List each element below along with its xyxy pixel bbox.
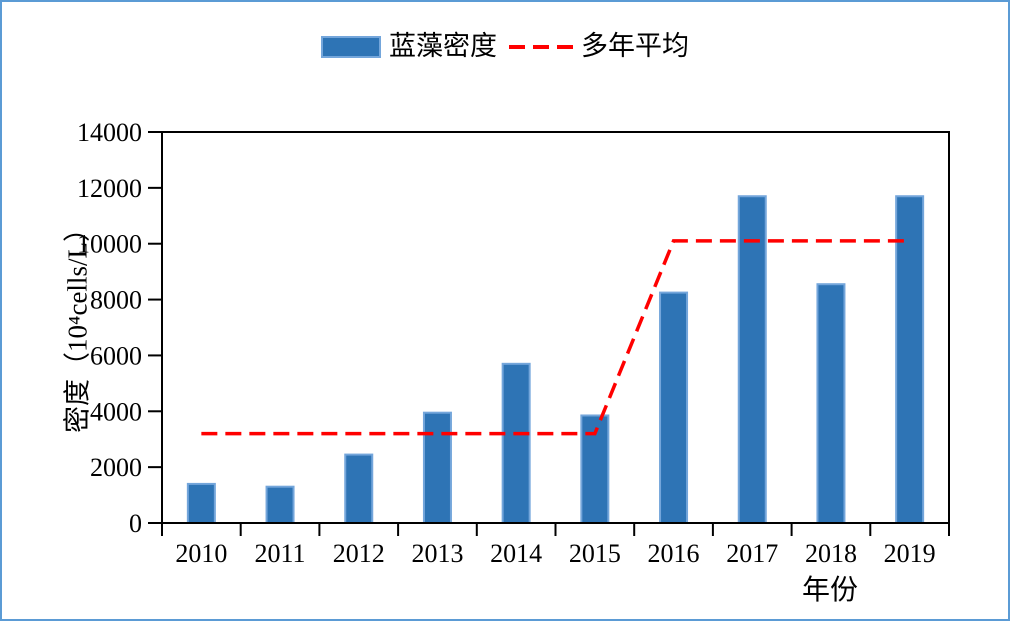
x-tick-label: 2011 — [255, 539, 306, 568]
bar-2018 — [816, 283, 846, 525]
y-tick-label: 12000 — [77, 174, 142, 203]
x-tick-label: 2013 — [411, 539, 463, 568]
x-tick-label: 2014 — [490, 539, 542, 568]
bar-2017 — [737, 195, 767, 524]
bar-2013 — [422, 411, 452, 524]
legend-item-line-series: 多年平均 — [509, 33, 689, 60]
chart-legend: 蓝藻密度 多年平均 — [2, 33, 1008, 60]
legend-item-bar-series: 蓝藻密度 — [321, 33, 497, 60]
y-tick-label: 4000 — [90, 397, 142, 426]
x-tick-label: 2010 — [175, 539, 227, 568]
y-tick-label: 2000 — [90, 453, 142, 482]
bar-2012 — [344, 453, 374, 525]
y-tick-label: 6000 — [90, 341, 142, 370]
x-tick-label: 2018 — [805, 539, 857, 568]
x-tick-label: 2012 — [333, 539, 385, 568]
legend-bar-label: 蓝藻密度 — [389, 31, 497, 61]
y-axis-title: 密度（10⁴cells/L） — [62, 215, 93, 433]
bar-2011 — [265, 485, 295, 525]
y-tick-label: 8000 — [90, 286, 142, 315]
legend-dashed-line-swatch-icon — [509, 44, 573, 49]
legend-line-label: 多年平均 — [581, 31, 689, 61]
y-tick-label: 14000 — [77, 118, 142, 147]
x-tick-label: 2016 — [648, 539, 700, 568]
bar-2010 — [186, 482, 216, 524]
x-tick-label: 2015 — [569, 539, 621, 568]
x-tick-label: 2019 — [884, 539, 936, 568]
bar-2016 — [659, 291, 689, 525]
average-line — [201, 239, 910, 436]
legend-bar-swatch-icon — [321, 35, 381, 58]
bar-2019 — [895, 195, 925, 524]
y-tick-label: 0 — [129, 509, 142, 538]
y-tick-label: 10000 — [77, 230, 142, 259]
x-tick-label: 2017 — [726, 539, 778, 568]
bar-2014 — [501, 362, 531, 524]
x-axis-title: 年份 — [802, 575, 859, 606]
